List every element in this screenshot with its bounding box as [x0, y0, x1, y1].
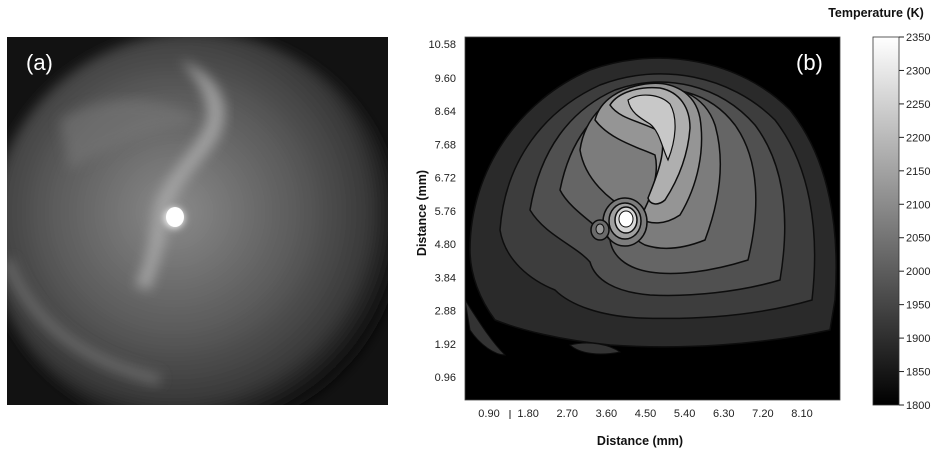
- y-axis-ticks: 10.58 9.60 8.64 7.68 6.72 5.76 4.80 3.84 2.88 1.9…: [428, 39, 456, 384]
- colorbar-tick-label: 2300: [906, 65, 930, 77]
- colorbar-tick-label: 2250: [906, 99, 930, 111]
- x-tick-label: 6.30: [713, 408, 734, 420]
- colorbar-ticks: 2350 2300 2250 2200 2150 2100 2050 2000 1950 1900…: [899, 32, 930, 412]
- colorbar-tick-label: 2350: [906, 32, 930, 44]
- panel-a-label: (a): [26, 50, 53, 75]
- y-tick-label: 5.76: [435, 206, 456, 218]
- colorbar-tick-label: 2100: [906, 199, 930, 211]
- x-tick-label: 0.90: [478, 408, 499, 420]
- panel-a-image: [7, 37, 388, 405]
- x-axis-ticks: 0.90 1.80 2.70 3.60 4.50 5.40 6.30 7.20 8.10: [478, 408, 812, 420]
- panel-b-frame: [464, 36, 841, 401]
- y-tick-label: 10.58: [428, 39, 456, 51]
- y-tick-label: 3.84: [435, 272, 456, 284]
- y-tick-label: 6.72: [435, 173, 456, 185]
- colorbar-tick-label: 2200: [906, 132, 930, 144]
- x-tick-label: 7.20: [752, 408, 773, 420]
- colorbar-tick-label: 2150: [906, 166, 930, 178]
- x-axis-title: Distance (mm): [597, 434, 683, 448]
- y-tick-label: 4.80: [435, 239, 456, 251]
- panel-b-label: (b): [796, 50, 823, 75]
- y-tick-label: 1.92: [435, 339, 456, 351]
- x-tick-label: 4.50: [635, 408, 656, 420]
- y-tick-label: 9.60: [435, 73, 456, 85]
- x-tick-label: 5.40: [674, 408, 695, 420]
- y-tick-label: 7.68: [435, 139, 456, 151]
- colorbar-tick-label: 1900: [906, 333, 930, 345]
- panel-b-contour-map: [465, 37, 840, 400]
- y-tick-label: 8.64: [435, 106, 456, 118]
- colorbar-gradient: [872, 36, 900, 406]
- x-tick-label: 8.10: [791, 408, 812, 420]
- y-axis-title: Distance (mm): [415, 170, 429, 256]
- y-tick-label: 2.88: [435, 306, 456, 318]
- colorbar-tick-label: 1800: [906, 400, 930, 412]
- x-tick-label: 3.60: [596, 408, 617, 420]
- colorbar-tick-label: 1950: [906, 300, 930, 312]
- x-tick-label: 1.80: [517, 408, 538, 420]
- colorbar-title: Temperature (K): [828, 6, 924, 20]
- x-tick-label: 2.70: [557, 408, 578, 420]
- y-tick-label: 0.96: [435, 372, 456, 384]
- colorbar-tick-label: 1850: [906, 367, 930, 379]
- colorbar-tick-label: 2000: [906, 266, 930, 278]
- colorbar-tick-label: 2050: [906, 233, 930, 245]
